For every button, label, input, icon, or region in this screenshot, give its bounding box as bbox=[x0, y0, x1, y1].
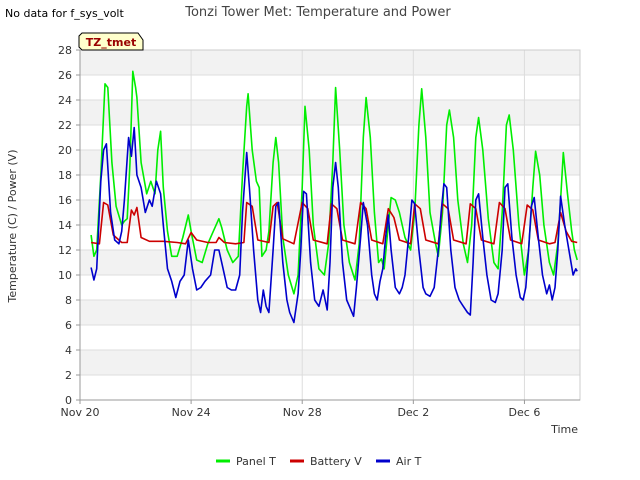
background-band bbox=[80, 300, 580, 325]
background-band bbox=[80, 75, 580, 100]
background-band bbox=[80, 125, 580, 150]
background-band bbox=[80, 100, 580, 125]
y-tick-label: 6 bbox=[65, 319, 72, 332]
legend-item: Air T bbox=[376, 455, 422, 468]
y-tick-label: 18 bbox=[58, 169, 72, 182]
series-line-battery-v bbox=[90, 201, 578, 245]
legend-item: Panel T bbox=[216, 455, 276, 468]
x-tick-label: Dec 2 bbox=[397, 406, 429, 419]
legend: Panel T Battery V Air T bbox=[216, 455, 422, 468]
y-tick-label: 2 bbox=[65, 369, 72, 382]
y-tick-label: 8 bbox=[65, 294, 72, 307]
station-badge: TZ_tmet bbox=[78, 32, 144, 51]
x-tick-label: Nov 24 bbox=[172, 406, 211, 419]
y-tick-label: 16 bbox=[58, 194, 72, 207]
legend-label: Battery V bbox=[310, 455, 362, 468]
series-layer bbox=[90, 70, 578, 324]
x-tick-label: Nov 20 bbox=[61, 406, 100, 419]
station-badge-label: TZ_tmet bbox=[86, 36, 136, 49]
x-ticks: Nov 20 Nov 24 Nov 28 Dec 2 Dec 6 bbox=[61, 400, 541, 419]
y-tick-label: 24 bbox=[58, 94, 72, 107]
x-tick-label: Dec 6 bbox=[509, 406, 541, 419]
station-badge-box bbox=[78, 32, 144, 51]
legend-item: Battery V bbox=[290, 455, 362, 468]
y-tick-label: 28 bbox=[58, 44, 72, 57]
y-tick-label: 12 bbox=[58, 244, 72, 257]
y-tick-label: 22 bbox=[58, 119, 72, 132]
x-tick-label: Nov 28 bbox=[283, 406, 322, 419]
y-tick-label: 4 bbox=[65, 344, 72, 357]
y-tick-label: 20 bbox=[58, 144, 72, 157]
y-tick-label: 0 bbox=[65, 394, 72, 407]
background-band bbox=[80, 325, 580, 350]
y-tick-label: 10 bbox=[58, 269, 72, 282]
series-line-air-t bbox=[90, 126, 578, 324]
background-band bbox=[80, 50, 580, 75]
legend-label: Panel T bbox=[236, 455, 276, 468]
x-axis-label: Time bbox=[550, 423, 578, 436]
legend-label: Air T bbox=[396, 455, 422, 468]
no-data-note: No data for f_sys_volt bbox=[5, 7, 124, 20]
background-band bbox=[80, 350, 580, 375]
chart-title: Tonzi Tower Met: Temperature and Power bbox=[184, 5, 451, 20]
background-band bbox=[80, 375, 580, 400]
series-line-panel-t bbox=[90, 70, 578, 295]
background-band bbox=[80, 275, 580, 300]
background-band bbox=[80, 150, 580, 175]
y-axis-label: Temperature (C) / Power (V) bbox=[6, 149, 19, 303]
y-tick-label: 14 bbox=[58, 219, 72, 232]
y-tick-label: 26 bbox=[58, 69, 72, 82]
